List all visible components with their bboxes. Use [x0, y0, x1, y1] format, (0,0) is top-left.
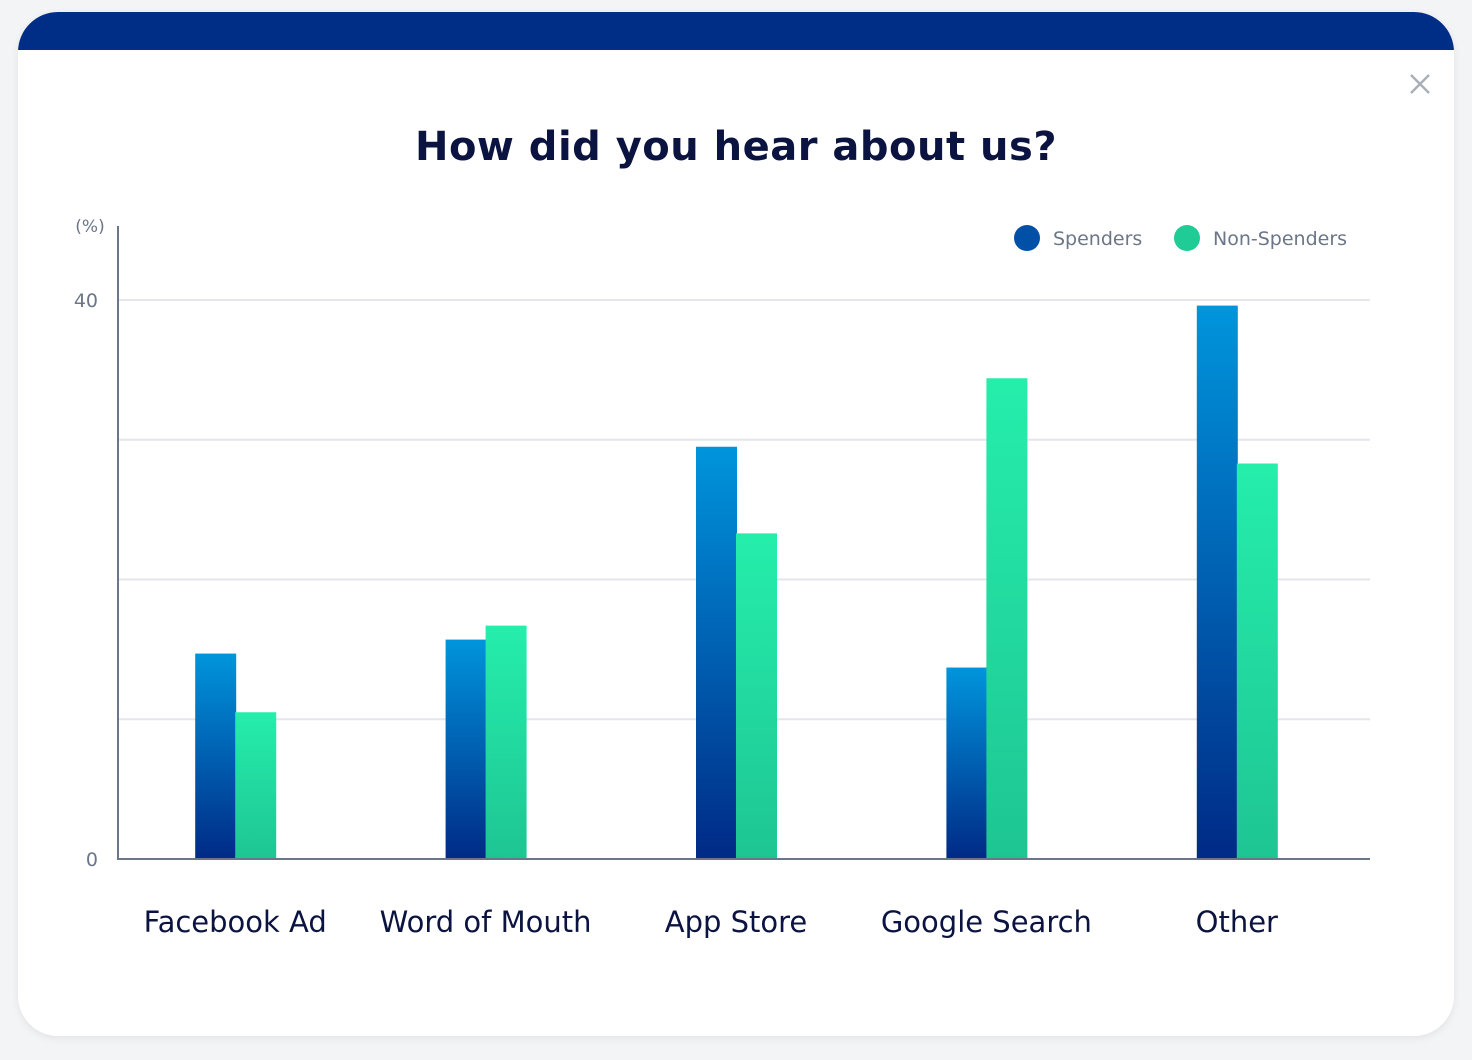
legend-label: Non-Spenders — [1213, 228, 1347, 250]
legend-swatch — [1174, 225, 1200, 251]
bar-non-spenders — [736, 533, 777, 859]
bar-spenders — [946, 667, 988, 859]
chart-title: How did you hear about us? — [414, 124, 1058, 170]
bar-spenders — [1196, 305, 1238, 860]
x-tick-label: Facebook Ad — [144, 905, 327, 939]
y-axis-label: (%) — [75, 217, 104, 237]
close-button[interactable] — [1406, 70, 1434, 98]
y-tick-label: 40 — [74, 290, 98, 312]
modal-header-band — [18, 12, 1454, 50]
x-tick-label: Word of Mouth — [380, 905, 592, 939]
x-tick-label: App Store — [665, 905, 808, 939]
bar-spenders — [195, 653, 237, 859]
bar-spenders — [445, 639, 487, 859]
x-tick-label: Other — [1196, 905, 1278, 939]
y-tick-label: 0 — [86, 849, 98, 871]
close-icon — [1410, 74, 1430, 94]
bar-spenders — [696, 446, 737, 859]
bar-non-spenders — [1236, 463, 1278, 859]
bar-non-spenders — [485, 625, 527, 859]
legend-swatch — [1014, 225, 1040, 251]
bar-non-spenders — [235, 712, 277, 859]
x-tick-label: Google Search — [881, 905, 1092, 939]
legend-label: Spenders — [1053, 228, 1142, 250]
bar-non-spenders — [986, 378, 1028, 859]
